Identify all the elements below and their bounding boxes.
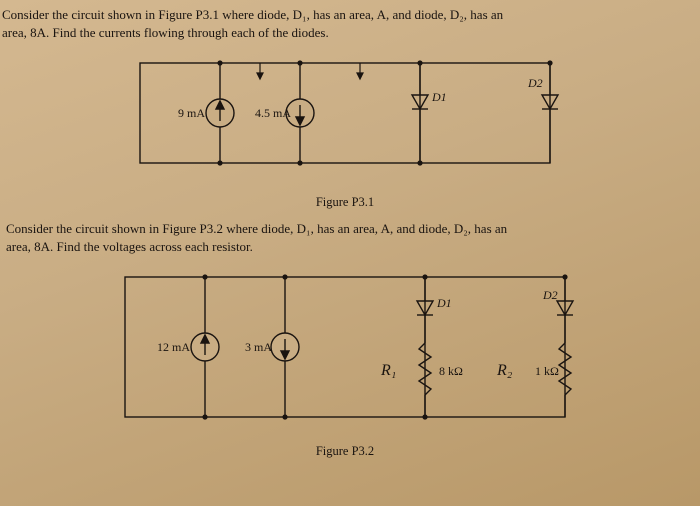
figure-p32: 12 mA 3 mA D1 D2 R₁ R₂ 8 kΩ 1 kΩ Figure … [0, 257, 690, 459]
p1-line1: Consider the circuit shown in Figure P3.… [2, 7, 503, 22]
src2-label: 4.5 mA [255, 106, 291, 120]
fig2-caption: Figure P3.2 [316, 444, 374, 459]
src1-label: 9 mA [178, 106, 205, 120]
document-page: Consider the circuit shown in Figure P3.… [0, 0, 700, 506]
problem1-text: Consider the circuit shown in Figure P3.… [0, 6, 690, 43]
r2-value: 1 kΩ [535, 364, 559, 378]
problem2-text: Consider the circuit shown in Figure P3.… [0, 220, 690, 257]
p2-src2-label: 3 mA [245, 340, 272, 354]
p2-d2-label: D2 [542, 288, 558, 302]
p2-d1-label: D1 [436, 296, 452, 310]
r2-hand-label: R₂ [496, 362, 513, 379]
p1-line2: area, 8A. Find the currents flowing thro… [2, 25, 329, 40]
circuit-p31: 9 mA 4.5 mA D1 D2 [110, 43, 580, 193]
r1-hand-label: R₁ [380, 362, 396, 379]
d2-label: D2 [527, 76, 543, 90]
p2-src1-label: 12 mA [157, 340, 190, 354]
p2-line1: Consider the circuit shown in Figure P3.… [6, 221, 507, 236]
r1-value: 8 kΩ [439, 364, 463, 378]
circuit-p32: 12 mA 3 mA D1 D2 R₁ R₂ 8 kΩ 1 kΩ [95, 257, 595, 442]
p2-line2: area, 8A. Find the voltages across each … [6, 239, 253, 254]
d1-label: D1 [431, 90, 447, 104]
fig1-caption: Figure P3.1 [316, 195, 374, 210]
figure-p31: 9 mA 4.5 mA D1 D2 Figure P3.1 [0, 43, 690, 210]
